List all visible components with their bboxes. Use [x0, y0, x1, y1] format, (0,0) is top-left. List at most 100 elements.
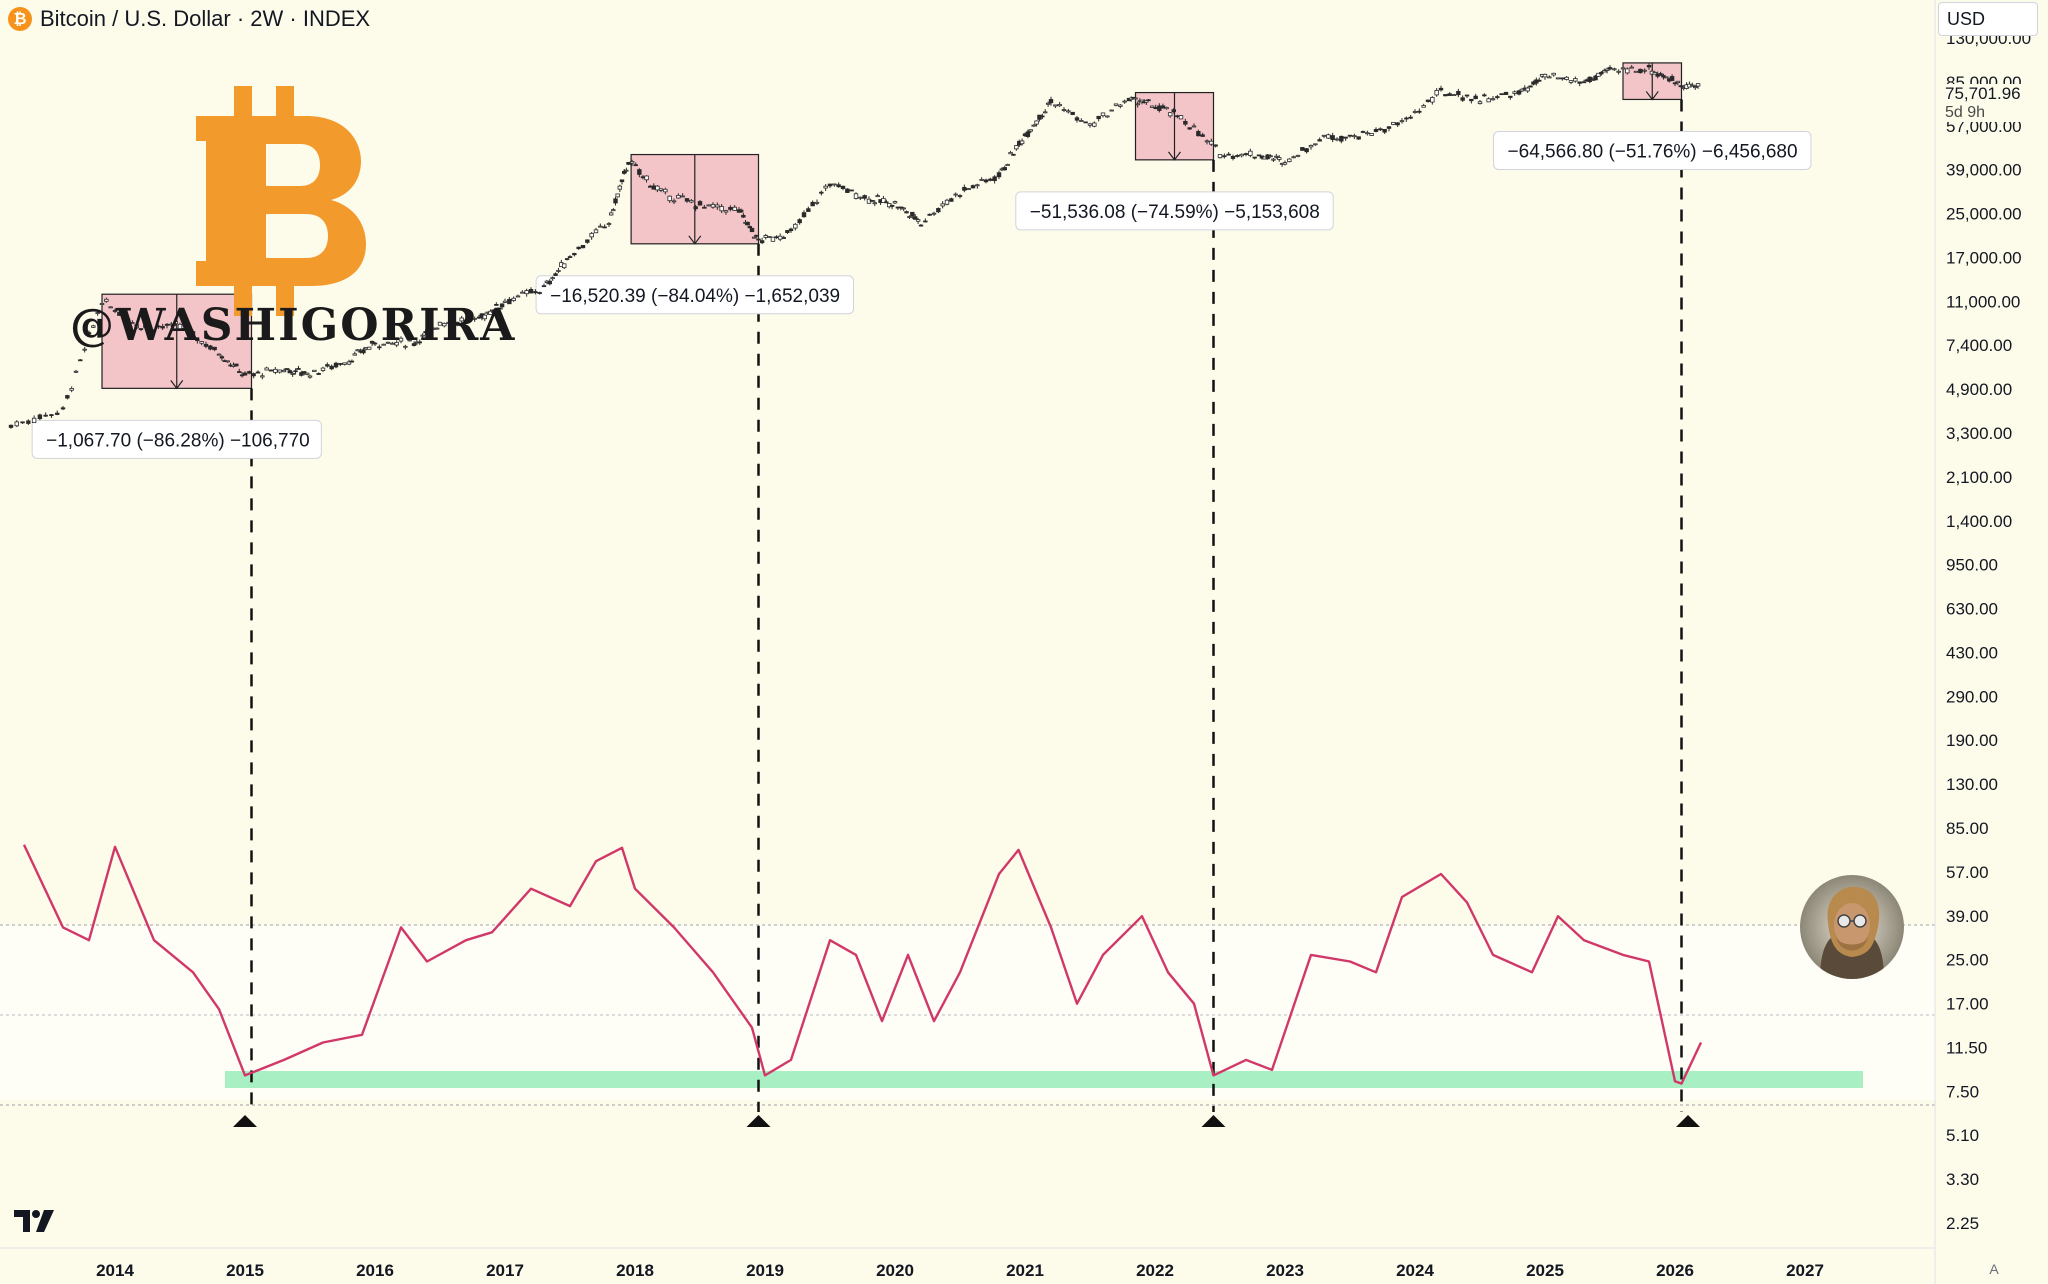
candle: [104, 298, 109, 302]
candle: [14, 421, 19, 427]
price-tick-label: 17,000.00: [1946, 248, 2022, 267]
candle: [1230, 155, 1236, 159]
candle: [1658, 73, 1663, 76]
candle: [723, 210, 729, 213]
candle: [1652, 72, 1657, 75]
drawdown-label-box: [535, 275, 854, 315]
candle: [407, 339, 412, 342]
candle: [1291, 156, 1296, 159]
candle: [1079, 120, 1084, 122]
candle: [823, 185, 828, 189]
candle: [608, 212, 614, 216]
candle: [1581, 81, 1587, 84]
candle: [1122, 100, 1127, 103]
candle: [988, 178, 993, 181]
candle: [528, 289, 534, 294]
candle: [355, 349, 360, 352]
candle: [1187, 127, 1192, 130]
candle: [1661, 75, 1666, 78]
candle: [907, 216, 912, 218]
candle: [1646, 64, 1652, 68]
candle: [463, 319, 469, 322]
drawdown-label: −51,536.08 (−74.59%) −5,153,608: [1030, 202, 1320, 223]
candle: [346, 361, 352, 365]
candle: [1014, 145, 1019, 150]
candle: [1057, 104, 1062, 107]
candle: [173, 321, 178, 325]
candle: [1537, 79, 1542, 82]
candle: [1034, 120, 1039, 125]
candle: [1612, 68, 1617, 71]
year-tick-label: 2020: [876, 1261, 914, 1280]
candle: [1443, 94, 1448, 97]
candle: [749, 227, 755, 233]
drawdown-label: −16,520.39 (−84.04%) −1,652,039: [550, 286, 840, 307]
candle: [1482, 94, 1487, 97]
candle: [182, 328, 187, 330]
candle: [756, 238, 761, 241]
candle: [918, 224, 924, 227]
candle: [1326, 134, 1331, 139]
candle: [1596, 72, 1601, 77]
candle: [1664, 76, 1669, 79]
candle: [1153, 107, 1158, 110]
auto-scale-button[interactable]: A: [1989, 1261, 1999, 1277]
candle: [20, 421, 25, 424]
candle: [927, 213, 932, 216]
candle: [1490, 98, 1496, 101]
candle: [1045, 102, 1051, 105]
price-tick-label: 39.00: [1946, 907, 1989, 926]
candle: [629, 161, 635, 164]
rsi-indicator: [22, 844, 1703, 1085]
candle: [626, 161, 631, 165]
candle: [1308, 144, 1314, 148]
candle: [759, 240, 765, 244]
candle: [651, 185, 656, 190]
candle: [212, 346, 217, 351]
candle: [117, 311, 122, 316]
time-axis: 2014 2015 2016 2017 2018 2019 2020 2021 2022 2023…: [96, 1261, 1824, 1280]
candle: [277, 369, 282, 373]
candle: [60, 407, 66, 410]
candle: [1196, 131, 1201, 137]
currency-selector[interactable]: USD: [1938, 2, 2038, 36]
candle: [1695, 83, 1701, 87]
candle: [1499, 93, 1504, 96]
candle: [1356, 136, 1361, 140]
candle: [1417, 110, 1422, 113]
candle: [728, 207, 733, 210]
candle: [1200, 134, 1205, 137]
candle: [1164, 107, 1169, 110]
candle: [352, 353, 357, 356]
year-tick-label: 2023: [1266, 1261, 1304, 1280]
candle: [1516, 90, 1522, 95]
candle: [763, 235, 768, 238]
candle: [491, 309, 496, 313]
candle: [494, 304, 499, 306]
candle: [1191, 125, 1197, 128]
candle: [1105, 115, 1110, 118]
price-tick-label: 950.00: [1946, 556, 1998, 575]
candle: [1577, 81, 1582, 84]
candle: [593, 229, 599, 234]
candle: [99, 303, 105, 305]
candle: [1087, 123, 1093, 126]
candle: [781, 237, 786, 239]
candle: [576, 246, 581, 250]
candle: [562, 263, 567, 269]
candle: [349, 360, 355, 363]
candle: [793, 223, 798, 229]
candle: [260, 375, 265, 378]
candle: [125, 318, 131, 321]
up-triangle-icon: [746, 1115, 771, 1127]
candle: [1542, 73, 1548, 78]
candle: [1477, 101, 1483, 104]
candle: [1083, 121, 1088, 124]
candle: [1031, 124, 1036, 127]
candle: [1149, 105, 1155, 108]
candle: [482, 314, 487, 320]
candle: [1690, 84, 1695, 87]
candle: [437, 321, 443, 326]
candle: [1157, 105, 1162, 111]
